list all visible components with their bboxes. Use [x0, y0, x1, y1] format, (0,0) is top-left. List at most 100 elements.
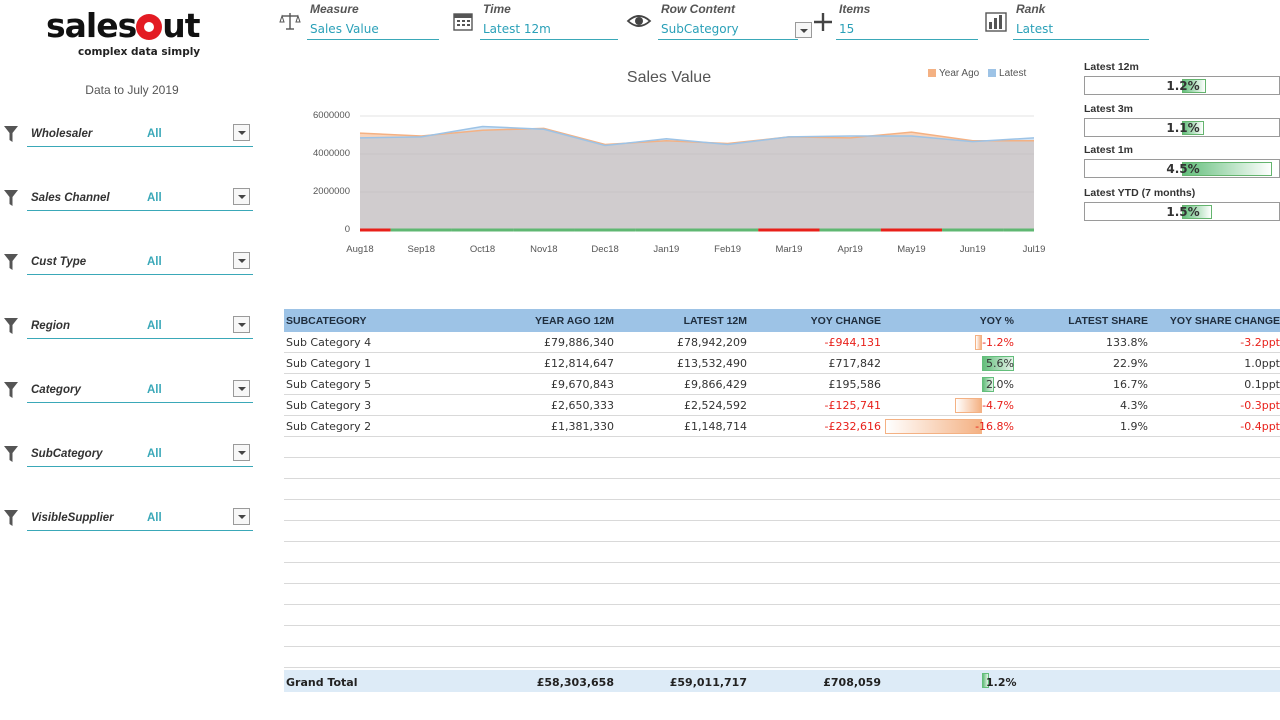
- items-underline: [836, 39, 978, 40]
- grand-total-label: Grand Total: [286, 676, 358, 689]
- filter-value[interactable]: All: [147, 256, 162, 268]
- filter-dropdown-button[interactable]: [233, 380, 250, 397]
- filter-dropdown-button[interactable]: [233, 444, 250, 461]
- filter-value[interactable]: All: [147, 448, 162, 460]
- kpi-box: 1.1%: [1084, 118, 1280, 137]
- header-latest-share[interactable]: LATEST SHARE: [1068, 315, 1148, 327]
- table-row[interactable]: Sub Category 3 £2,650,333 £2,524,592 -£125,…: [284, 395, 1280, 416]
- cell-yoy-bar: [955, 398, 982, 413]
- empty-table-row: [284, 584, 1280, 605]
- cell-subcategory: Sub Category 2: [286, 420, 372, 433]
- change-marker-pos: [390, 228, 452, 232]
- kpi-value: 1.1%: [1166, 121, 1200, 135]
- filter-value[interactable]: All: [147, 128, 162, 140]
- time-selector[interactable]: Time Latest 12m: [452, 0, 622, 42]
- table-row[interactable]: Sub Category 5 £9,670,843 £9,866,429 £195,5…: [284, 374, 1280, 395]
- cell-yoy-pct: 2.0%: [986, 378, 1014, 391]
- measure-value[interactable]: Sales Value: [310, 22, 379, 36]
- change-marker-pos: [942, 228, 1004, 232]
- filter-label: VisibleSupplier: [31, 512, 114, 524]
- change-marker-neg: [758, 228, 820, 232]
- filter-sales-channel[interactable]: Sales Channel All: [0, 188, 260, 212]
- series-line-latest: [359, 125, 1035, 147]
- x-tick-label: Jul19: [1022, 244, 1046, 255]
- legend-swatch-year-ago: [928, 69, 936, 78]
- table-row[interactable]: Sub Category 4 £79,886,340 £78,942,209 -£94…: [284, 332, 1280, 353]
- calendar-icon: [453, 13, 473, 31]
- filter-label: Wholesaler: [31, 128, 93, 140]
- filter-cust-type[interactable]: Cust Type All: [0, 252, 260, 276]
- filter-underline: [27, 530, 253, 531]
- row-content-selector[interactable]: Row Content SubCategory: [626, 0, 826, 42]
- chevron-down-icon: [238, 387, 246, 391]
- filter-subcategory[interactable]: SubCategory All: [0, 444, 260, 468]
- row-content-dropdown[interactable]: [795, 22, 812, 38]
- items-title: Items: [839, 2, 871, 16]
- cell-yoy-pct: 5.6%: [986, 357, 1014, 370]
- filter-value[interactable]: All: [147, 320, 162, 332]
- row-content-value[interactable]: SubCategory: [661, 22, 739, 36]
- empty-table-row: [284, 479, 1280, 500]
- header-subcategory[interactable]: SUBCATEGORY: [286, 315, 367, 327]
- cell-subcategory: Sub Category 5: [286, 378, 372, 391]
- series-area-latest: [360, 126, 1034, 230]
- cell-subcategory: Sub Category 4: [286, 336, 372, 349]
- kpi-latest-3m: Latest 3m 1.1%: [1084, 103, 1280, 137]
- cell-subcategory: Sub Category 1: [286, 357, 372, 370]
- filter-funnel-icon: [4, 382, 18, 398]
- header-yoy-change[interactable]: YOY CHANGE: [810, 315, 881, 327]
- empty-table-row: [284, 500, 1280, 521]
- filter-funnel-icon: [4, 446, 18, 462]
- filter-wholesaler[interactable]: Wholesaler All: [0, 124, 260, 148]
- rank-value[interactable]: Latest: [1016, 22, 1054, 36]
- legend-label-year-ago: Year Ago: [939, 68, 980, 79]
- filter-value[interactable]: All: [147, 384, 162, 396]
- y-tick-label: 2000000: [313, 186, 350, 197]
- filter-value[interactable]: All: [147, 512, 162, 524]
- sales-value-chart: Sales Value Year Ago Latest 0 2000000 4000…: [284, 62, 1054, 262]
- cell-latest: £13,532,490: [677, 357, 747, 370]
- filter-dropdown-button[interactable]: [233, 124, 250, 141]
- filter-visiblesupplier[interactable]: VisibleSupplier All: [0, 508, 260, 532]
- filter-value[interactable]: All: [147, 192, 162, 204]
- time-underline: [480, 39, 618, 40]
- cell-yoy-change: -£944,131: [824, 336, 881, 349]
- empty-table-row: [284, 521, 1280, 542]
- table-row[interactable]: Sub Category 2 £1,381,330 £1,148,714 -£232,…: [284, 416, 1280, 437]
- filter-dropdown-button[interactable]: [233, 508, 250, 525]
- kpi-latest-12m: Latest 12m 1.2%: [1084, 61, 1280, 95]
- items-selector[interactable]: Items 15: [812, 0, 982, 42]
- table-row[interactable]: Sub Category 1 £12,814,647 £13,532,490 £717…: [284, 353, 1280, 374]
- cell-yoy-pct: -4.7%: [982, 399, 1014, 412]
- time-value[interactable]: Latest 12m: [483, 22, 551, 36]
- x-tick-label: Oct18: [469, 244, 496, 255]
- rank-selector[interactable]: Rank Latest: [985, 0, 1155, 42]
- filter-funnel-icon: [4, 190, 18, 206]
- cell-yoy-change: £195,586: [828, 378, 882, 391]
- bar-chart-icon: [985, 12, 1007, 32]
- filter-funnel-icon: [4, 254, 18, 270]
- filter-dropdown-button[interactable]: [233, 252, 250, 269]
- kpi-latest-1m: Latest 1m 4.5%: [1084, 144, 1280, 178]
- change-marker-neg: [880, 228, 943, 232]
- chart-plot-area: [359, 115, 1035, 232]
- kpi-label: Latest 1m: [1084, 144, 1134, 156]
- header-yoy-share-change[interactable]: YOY SHARE CHANGE: [1169, 315, 1280, 327]
- filter-category[interactable]: Category All: [0, 380, 260, 404]
- header-latest[interactable]: LATEST 12M: [683, 315, 747, 327]
- x-tick-label: Feb19: [714, 244, 742, 255]
- legend-swatch-latest: [988, 69, 997, 78]
- kpi-bar: [1182, 162, 1272, 176]
- grand-total-year-ago: £58,303,658: [536, 676, 614, 689]
- cell-yoy-change: £717,842: [828, 357, 882, 370]
- filter-dropdown-button[interactable]: [233, 316, 250, 333]
- header-year-ago[interactable]: YEAR AGO 12M: [535, 315, 614, 327]
- filter-region[interactable]: Region All: [0, 316, 260, 340]
- cell-latest: £9,866,429: [684, 378, 747, 391]
- kpi-value: 1.2%: [1166, 79, 1200, 93]
- filter-dropdown-button[interactable]: [233, 188, 250, 205]
- header-yoy-pct[interactable]: YOY %: [979, 315, 1014, 327]
- measure-selector[interactable]: Measure Sales Value: [279, 0, 439, 42]
- x-tick-label: Dec18: [591, 244, 619, 255]
- items-value[interactable]: 15: [839, 22, 855, 36]
